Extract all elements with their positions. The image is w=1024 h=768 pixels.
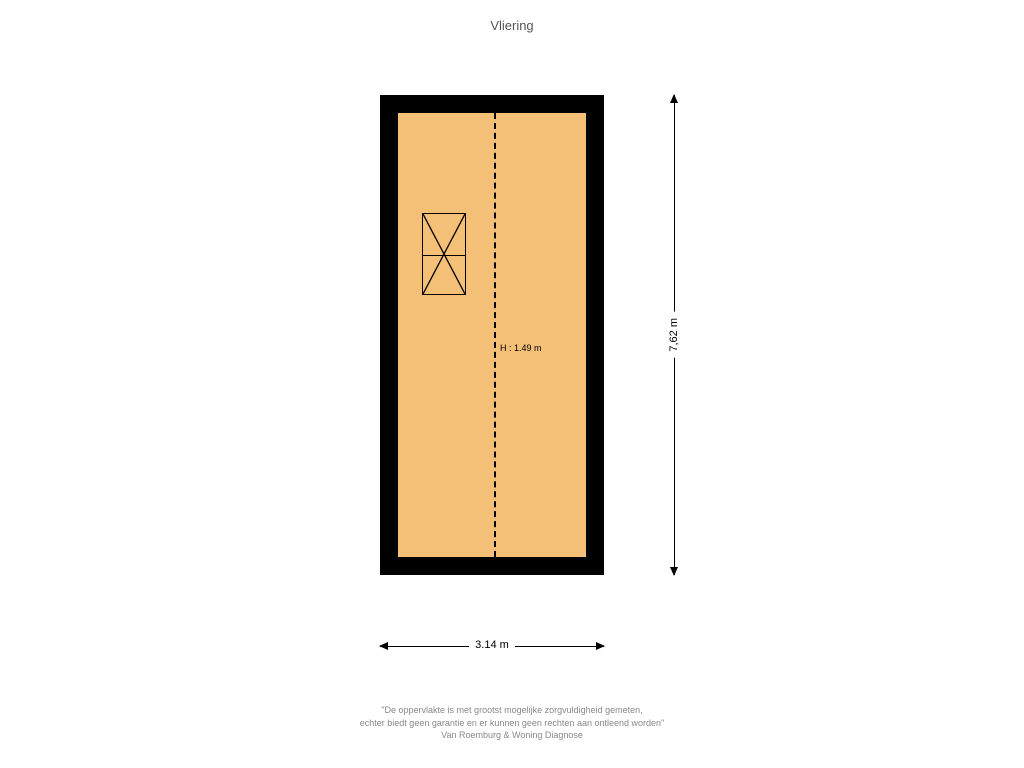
- footer-disclaimer: "De oppervlakte is met grootst mogelijke…: [0, 704, 1024, 742]
- footer-line-2: echter biedt geen garantie en er kunnen …: [0, 717, 1024, 730]
- hatch-opening: [422, 213, 466, 295]
- height-dim-label: 7,62 m: [668, 312, 680, 358]
- ridge-line: [494, 113, 496, 557]
- hatch-midline: [423, 255, 465, 256]
- floorplan: H : 1.49 m: [380, 95, 604, 575]
- floor-area: [398, 113, 586, 557]
- footer-line-1: "De oppervlakte is met grootst mogelijke…: [0, 704, 1024, 717]
- footer-line-3: Van Roemburg & Woning Diagnose: [0, 729, 1024, 742]
- ridge-height-label: H : 1.49 m: [500, 343, 542, 353]
- width-dim-label: 3.14 m: [469, 639, 515, 651]
- width-dimension: 3.14 m: [380, 636, 604, 656]
- plan-title: Vliering: [0, 18, 1024, 33]
- height-dimension: 7,62 m: [664, 95, 684, 575]
